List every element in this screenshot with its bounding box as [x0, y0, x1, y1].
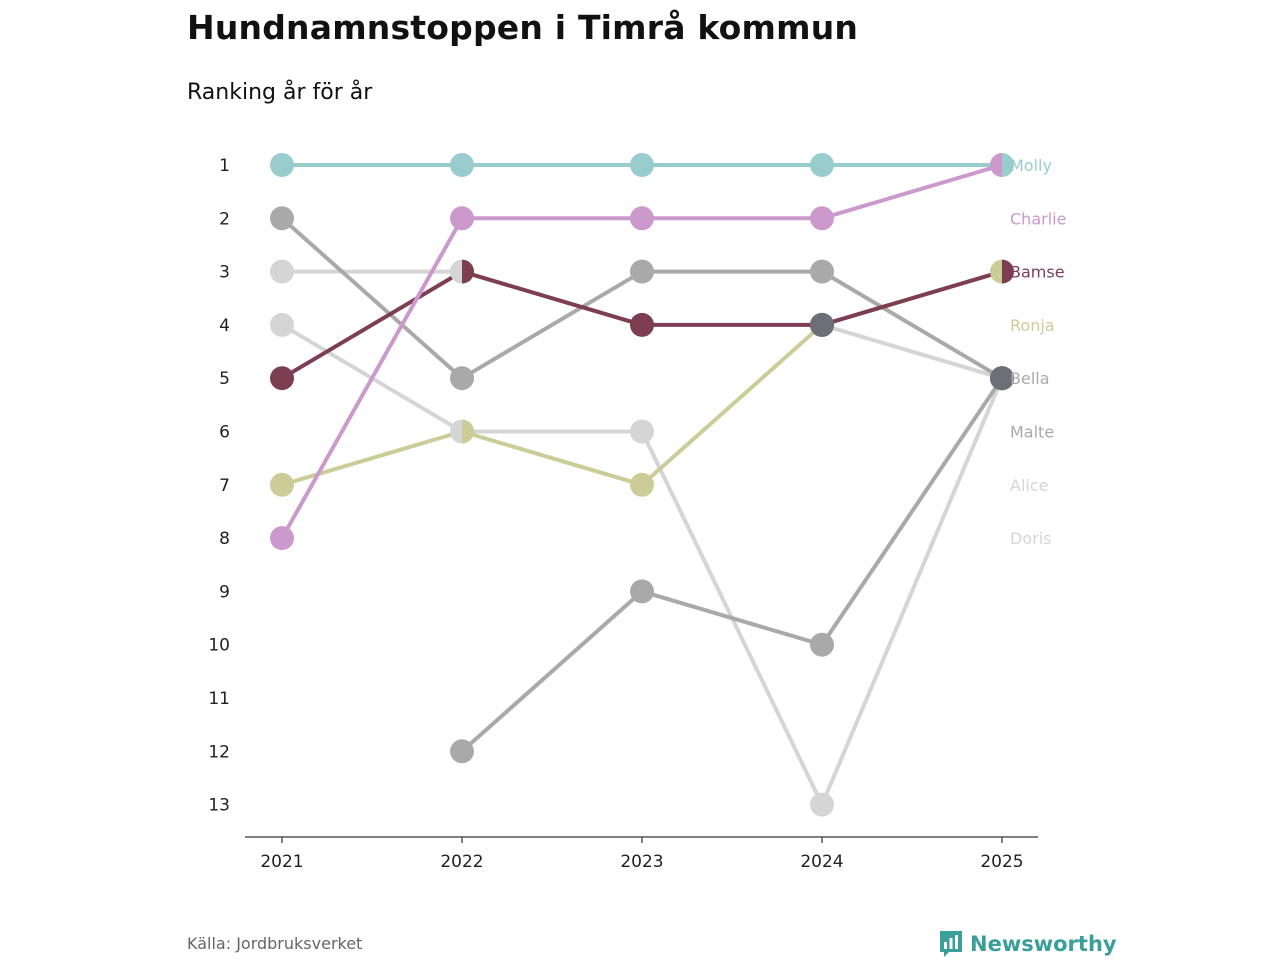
chart-subtitle: Ranking år för år	[187, 80, 373, 105]
point-bella-2022	[450, 366, 474, 391]
point-charlie-2023	[630, 206, 654, 231]
point-charlie-2024	[810, 206, 834, 231]
point-molly-2025	[1002, 153, 1014, 177]
point-ronja-2023	[630, 472, 654, 497]
point-ronja-2022	[462, 419, 474, 444]
series-label-charlie: Charlie	[1010, 209, 1066, 228]
point-ronja-2025	[990, 259, 1003, 284]
y-tick-label-7: 7	[219, 476, 230, 496]
series-line-bella	[280, 216, 1004, 381]
series-line-doris	[280, 322, 1004, 807]
series-label-molly: Molly	[1010, 156, 1052, 175]
x-tick-label-2024: 2024	[800, 852, 843, 872]
source-note: Källa: Jordbruksverket	[187, 934, 363, 953]
brand-name: Newsworthy	[970, 932, 1117, 956]
point-malte-2022	[450, 739, 474, 764]
series-points	[270, 153, 1014, 817]
y-tick-label-12: 12	[208, 742, 230, 762]
series-line-alice	[820, 322, 1004, 381]
point-doris-2024	[810, 792, 834, 817]
point-bella-2024	[810, 259, 834, 284]
point-charlie-2022	[450, 206, 474, 231]
y-tick-label-4: 4	[219, 316, 230, 336]
series-label-bamse: Bamse	[1010, 263, 1065, 282]
y-tick-label-5: 5	[219, 369, 230, 389]
point-bella-2025	[990, 366, 1014, 391]
point-bamse-2023	[630, 312, 654, 337]
point-ronja-2021	[270, 472, 294, 497]
series-labels: Molly Charlie Bamse Ronja Bella Malte Alice Dor…	[1010, 156, 1066, 548]
point-molly-2022	[450, 153, 474, 177]
point-malte-2023	[630, 579, 654, 604]
x-tick-label-2023: 2023	[620, 852, 663, 872]
series-label-ronja: Ronja	[1010, 316, 1055, 335]
newsworthy-icon	[940, 931, 962, 957]
x-axis: 2021 2022 2023 2024 2025	[260, 837, 1024, 872]
point-malte-2024	[810, 632, 834, 657]
point-bamse-2024	[810, 312, 834, 337]
point-doris-2021	[270, 312, 294, 337]
y-tick-label-13: 13	[208, 796, 230, 816]
point-bella-2021	[270, 206, 294, 231]
y-tick-label-3: 3	[219, 263, 230, 283]
point-doris-2023	[630, 419, 654, 444]
point-bamse-2025	[1002, 259, 1014, 284]
y-tick-label-11: 11	[208, 689, 230, 709]
x-tick-label-2022: 2022	[440, 852, 483, 872]
y-tick-label-10: 10	[208, 636, 230, 656]
point-alice-2021	[270, 259, 294, 284]
y-tick-label-6: 6	[219, 423, 230, 443]
x-tick-label-2021: 2021	[260, 852, 303, 872]
point-molly-2021	[270, 153, 294, 177]
point-molly-2024	[810, 153, 834, 177]
point-alice-2022	[450, 259, 462, 284]
point-molly-2023	[630, 153, 654, 177]
point-bamse-2021	[270, 366, 294, 391]
brand-logo: Newsworthy	[938, 929, 1117, 959]
series-line-malte	[460, 376, 1004, 754]
series-label-bella: Bella	[1010, 369, 1050, 388]
y-tick-label-8: 8	[219, 529, 230, 549]
series-label-doris: Doris	[1010, 529, 1051, 548]
point-charlie-2025	[990, 153, 1002, 177]
x-tick-label-2025: 2025	[980, 852, 1023, 872]
y-tick-label-2: 2	[219, 209, 230, 229]
y-tick-label-1: 1	[219, 156, 230, 176]
y-tick-label-9: 9	[219, 582, 230, 602]
point-bella-2023	[630, 259, 654, 284]
chart-title: Hundnamnstoppen i Timrå kommun	[187, 8, 859, 47]
point-charlie-2021	[270, 526, 294, 551]
series-label-alice: Alice	[1010, 476, 1048, 495]
series-label-malte: Malte	[1010, 423, 1054, 442]
point-bamse-2022	[462, 259, 474, 284]
point-doris-2022	[450, 419, 462, 444]
